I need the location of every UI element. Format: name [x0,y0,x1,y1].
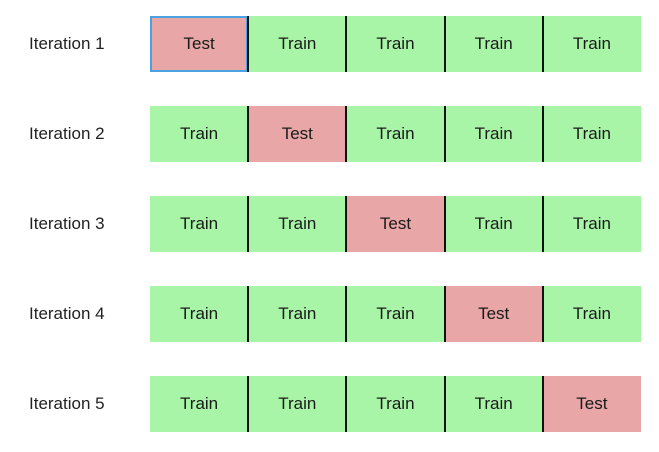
fold-divider [345,196,348,252]
iteration-row: Iteration 2 Train Test Train Train Train [0,106,659,162]
iteration-label: Iteration 1 [29,34,105,53]
train-fold: Train [444,106,543,162]
iteration-row: Iteration 5 Train Train Train Train Test [0,376,659,432]
test-fold: Test [150,16,249,72]
train-fold: Train [346,376,445,432]
test-fold: Test [542,376,641,432]
fold-divider [247,16,250,72]
train-fold: Train [150,286,249,342]
train-fold: Train [346,16,445,72]
iteration-row: Iteration 4 Train Train Train Test Train [0,286,659,342]
train-fold: Train [444,376,543,432]
fold-divider [443,376,446,432]
train-fold: Train [346,286,445,342]
iteration-row: Iteration 3 Train Train Test Train Train [0,196,659,252]
train-fold: Train [542,106,641,162]
iteration-label: Iteration 5 [29,394,105,413]
test-fold: Test [248,106,347,162]
train-fold: Train [542,16,641,72]
fold-divider [541,286,544,342]
fold-divider [541,106,544,162]
train-fold: Train [248,16,347,72]
test-fold: Test [346,196,445,252]
train-fold: Train [150,106,249,162]
fold-divider [541,16,544,72]
fold-divider [247,106,250,162]
train-fold: Train [444,196,543,252]
fold-divider [345,106,348,162]
train-fold: Train [150,376,249,432]
fold-divider [541,196,544,252]
fold-divider [443,286,446,342]
train-fold: Train [248,286,347,342]
train-fold: Train [444,16,543,72]
iteration-label: Iteration 4 [29,304,105,323]
fold-divider [247,196,250,252]
fold-divider [345,376,348,432]
fold-divider [443,16,446,72]
iteration-row: Iteration 1 Test Train Train Train Train [0,16,659,72]
fold-divider [247,376,250,432]
fold-divider [345,16,348,72]
test-fold: Test [444,286,543,342]
train-fold: Train [248,376,347,432]
iteration-label: Iteration 3 [29,214,105,233]
fold-divider [443,106,446,162]
train-fold: Train [346,106,445,162]
fold-divider [443,196,446,252]
iteration-label: Iteration 2 [29,124,105,143]
train-fold: Train [248,196,347,252]
fold-divider [247,286,250,342]
fold-divider [345,286,348,342]
fold-divider [541,376,544,432]
train-fold: Train [542,286,641,342]
train-fold: Train [150,196,249,252]
train-fold: Train [542,196,641,252]
